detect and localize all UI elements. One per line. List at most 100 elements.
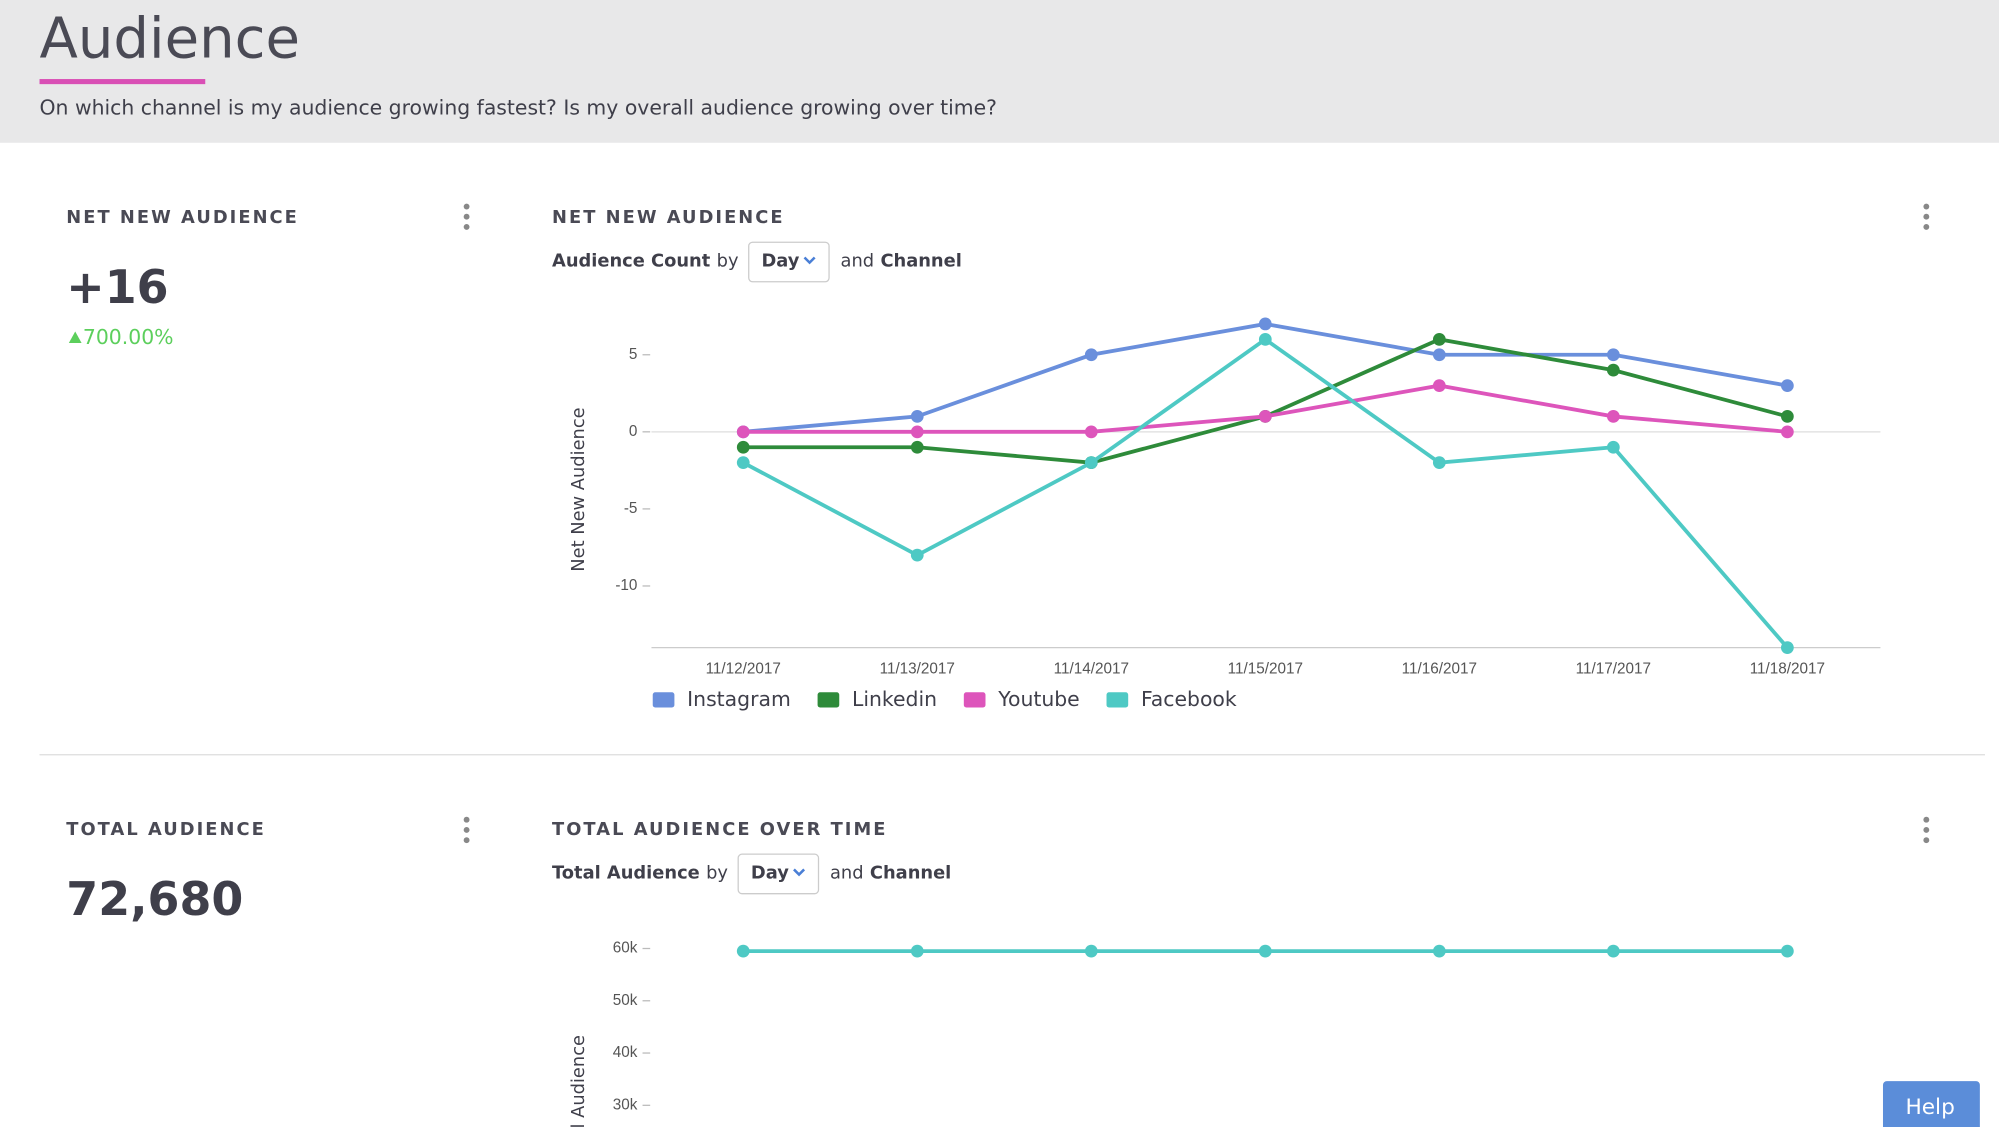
data-point bbox=[1432, 456, 1446, 470]
y-tick-label: 30k bbox=[613, 1096, 638, 1113]
menu-dot[interactable] bbox=[463, 203, 470, 210]
data-point bbox=[910, 440, 924, 454]
help-label[interactable]: Help bbox=[1905, 1095, 1954, 1120]
x-tick-label: 11/18/2017 bbox=[1750, 660, 1825, 677]
data-point bbox=[1606, 440, 1620, 454]
widget-title: NET NEW AUDIENCE bbox=[66, 207, 299, 228]
control-measure: Total Audience bbox=[552, 862, 700, 883]
x-tick-label: 11/17/2017 bbox=[1576, 660, 1651, 677]
x-tick-label: 11/14/2017 bbox=[1054, 660, 1129, 677]
up-arrow bbox=[68, 331, 82, 343]
series-line bbox=[743, 383, 1788, 434]
x-tick-label: 11/15/2017 bbox=[1228, 660, 1303, 677]
menu-dot[interactable] bbox=[463, 816, 470, 823]
menu-dot[interactable] bbox=[463, 223, 470, 230]
x-tick-label: 11/12/2017 bbox=[706, 660, 781, 677]
title-underline bbox=[39, 79, 206, 85]
data-point bbox=[1084, 348, 1098, 362]
data-point bbox=[1780, 641, 1794, 655]
data-point bbox=[1432, 379, 1446, 392]
data-point bbox=[1432, 944, 1446, 958]
header-band bbox=[0, 0, 1999, 143]
legend-label: Linkedin bbox=[852, 687, 937, 711]
control-and: and bbox=[841, 250, 875, 271]
data-point bbox=[736, 944, 750, 958]
data-point bbox=[1780, 425, 1794, 439]
page-title: Audience bbox=[40, 7, 300, 72]
dropdown-chevron bbox=[793, 868, 806, 877]
menu-dot[interactable] bbox=[463, 213, 470, 220]
y-tick-label: 60k bbox=[613, 940, 638, 957]
data-point bbox=[1258, 332, 1272, 346]
y-axis-label: Net New Audience bbox=[568, 407, 589, 571]
data-point bbox=[736, 425, 750, 439]
x-tick-label: 11/16/2017 bbox=[1402, 660, 1477, 677]
data-point bbox=[1084, 425, 1098, 439]
control-by: by bbox=[706, 862, 728, 883]
dropdown-chevron bbox=[803, 256, 816, 265]
y-tick-label: 5 bbox=[629, 346, 638, 363]
chart-title: NET NEW AUDIENCE bbox=[552, 207, 785, 228]
group-value[interactable]: Day bbox=[761, 250, 799, 271]
menu-dot[interactable] bbox=[1923, 213, 1930, 220]
legend-swatch bbox=[817, 692, 840, 708]
y-tick-label: 0 bbox=[629, 423, 638, 440]
data-point bbox=[1606, 410, 1620, 423]
y-tick-label: 50k bbox=[613, 992, 638, 1009]
data-point bbox=[1258, 410, 1272, 423]
data-point bbox=[1084, 944, 1098, 958]
widget-value: 72,680 bbox=[66, 872, 243, 926]
y-axis-label: Total Audience bbox=[568, 1035, 589, 1127]
data-point bbox=[1258, 944, 1272, 958]
data-point bbox=[910, 425, 924, 439]
data-point bbox=[1432, 348, 1446, 362]
group-dropdown[interactable] bbox=[748, 241, 830, 283]
x-tick-label: 11/13/2017 bbox=[880, 660, 955, 677]
data-point bbox=[1258, 317, 1272, 331]
legend-swatch bbox=[963, 692, 986, 708]
help-button[interactable] bbox=[1882, 1081, 1980, 1127]
group-dropdown[interactable] bbox=[737, 853, 820, 895]
data-point bbox=[1780, 379, 1794, 392]
legend-swatch bbox=[1106, 692, 1129, 708]
data-point bbox=[1606, 363, 1620, 377]
y-tick-label: -10 bbox=[615, 577, 637, 594]
data-point bbox=[910, 548, 924, 562]
control-and: and bbox=[830, 862, 864, 883]
data-point bbox=[1780, 410, 1794, 423]
data-point bbox=[1084, 456, 1098, 470]
data-point bbox=[736, 440, 750, 454]
data-point bbox=[910, 944, 924, 958]
data-point bbox=[1432, 332, 1446, 346]
legend-label: Facebook bbox=[1141, 687, 1237, 711]
group-value[interactable]: Day bbox=[751, 862, 789, 883]
legend-label: Youtube bbox=[997, 687, 1080, 711]
widget-title: TOTAL AUDIENCE bbox=[66, 819, 266, 840]
control-dimension: Channel bbox=[880, 250, 961, 271]
data-point bbox=[736, 456, 750, 470]
menu-dot[interactable] bbox=[463, 837, 470, 844]
legend-label: Instagram bbox=[687, 687, 791, 711]
control-dimension: Channel bbox=[870, 862, 951, 883]
data-point bbox=[910, 410, 924, 423]
menu-dot[interactable] bbox=[1923, 837, 1930, 844]
menu-dot[interactable] bbox=[1923, 223, 1930, 230]
menu-dot[interactable] bbox=[1923, 816, 1930, 823]
data-point bbox=[1606, 348, 1620, 362]
series-line bbox=[742, 337, 1789, 649]
menu-dot[interactable] bbox=[1923, 827, 1930, 833]
data-point bbox=[1606, 944, 1620, 958]
widget-change: 700.00% bbox=[83, 325, 174, 349]
legend-swatch bbox=[652, 692, 675, 708]
page-subtitle: On which channel is my audience growing … bbox=[40, 95, 997, 119]
data-point bbox=[1780, 944, 1794, 958]
widget-value: +16 bbox=[66, 260, 168, 314]
menu-dot[interactable] bbox=[1923, 203, 1930, 210]
y-tick-label: 40k bbox=[613, 1044, 638, 1061]
chart-title: TOTAL AUDIENCE OVER TIME bbox=[552, 819, 887, 840]
menu-dot[interactable] bbox=[463, 827, 470, 833]
y-tick-label: -5 bbox=[624, 500, 638, 517]
